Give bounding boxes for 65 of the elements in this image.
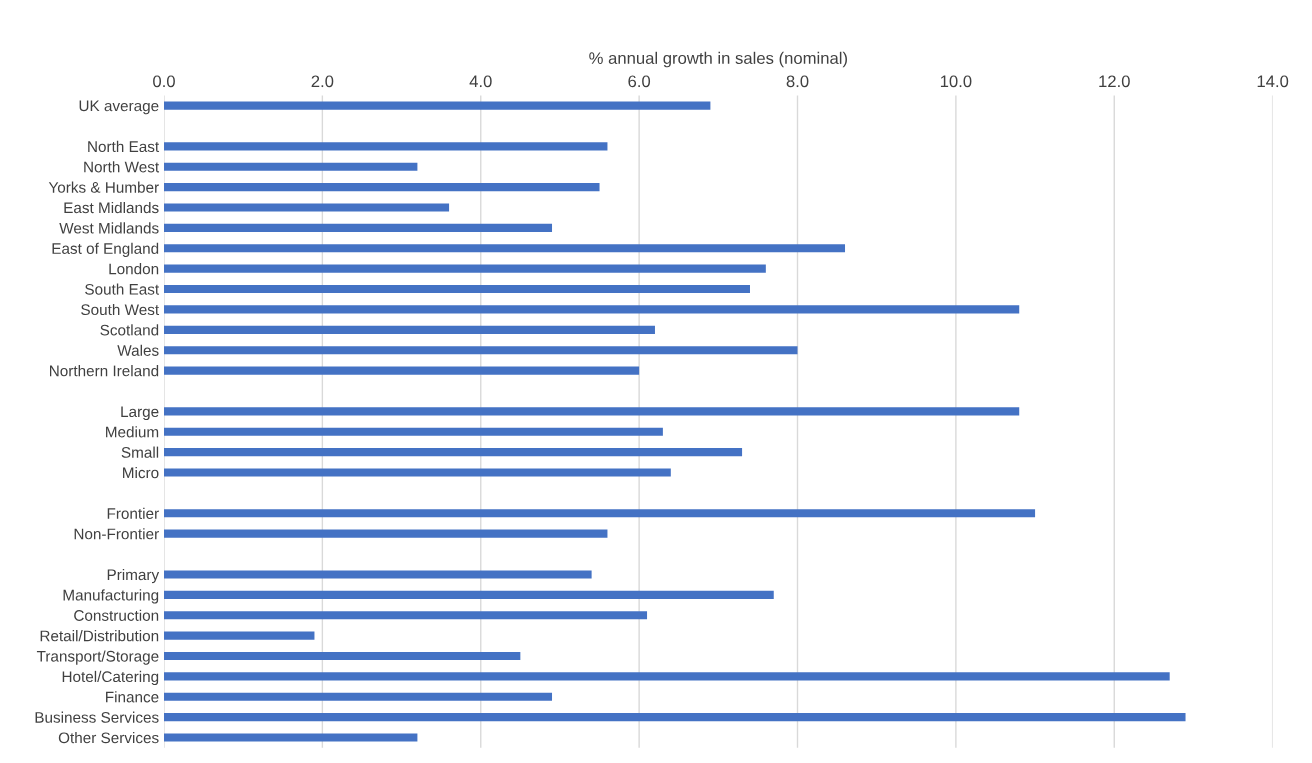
- bar: [164, 468, 671, 477]
- y-tick-label: Non-Frontier: [74, 528, 159, 540]
- y-tick-label: West Midlands: [59, 222, 159, 234]
- y-tick-label: Manufacturing: [63, 589, 159, 604]
- y-tick-label: UK average: [79, 100, 159, 115]
- bar: [164, 101, 711, 110]
- y-tick-label: London: [109, 263, 159, 275]
- bar: [164, 672, 1170, 681]
- y-tick-label: Frontier: [107, 507, 159, 519]
- y-tick-label: Transport/Storage: [36, 650, 159, 665]
- y-tick-label: Scotland: [100, 324, 159, 336]
- y-tick-label: Construction: [74, 609, 159, 621]
- bar: [164, 651, 521, 661]
- bar: [164, 223, 553, 232]
- y-tick-label: North East: [88, 140, 160, 153]
- y-tick-label: Micro: [123, 466, 159, 479]
- x-tick-label: 8.0: [786, 75, 809, 88]
- y-tick-label: South East: [85, 283, 160, 295]
- bar: [164, 529, 608, 538]
- x-tick-label: 2.0: [311, 75, 334, 88]
- bar: [164, 407, 1020, 416]
- y-tick-label: Primary: [107, 568, 160, 584]
- y-tick-label: Wales: [117, 344, 159, 356]
- bar: [164, 305, 1020, 314]
- y-tick-label: Small: [121, 446, 159, 458]
- y-tick-label: East of England: [52, 242, 159, 257]
- bar: [164, 448, 743, 457]
- bar: [164, 142, 608, 151]
- bar: [164, 611, 648, 620]
- y-tick-label: Finance: [106, 691, 159, 703]
- y-tick-label: Northern Ireland: [50, 365, 159, 377]
- x-tick-label: 6.0: [628, 75, 651, 88]
- x-tick-label: 4.0: [469, 75, 492, 88]
- y-tick-label: Large: [121, 406, 159, 421]
- bar: [164, 631, 315, 640]
- bar: [164, 346, 798, 355]
- bar: [164, 325, 655, 334]
- y-tick-label: Other Services: [58, 732, 159, 744]
- bar: [164, 590, 774, 599]
- x-tick-label: 14.0: [1257, 75, 1289, 88]
- x-tick-label: 10.0: [940, 75, 972, 88]
- bar: [164, 733, 418, 742]
- y-tick-label: South West: [81, 303, 160, 316]
- y-tick-label: Retail/Distribution: [40, 630, 159, 642]
- bar: [164, 713, 1186, 722]
- y-tick-label: Yorks & Humber: [48, 181, 159, 193]
- y-tick-label: Hotel/Catering: [62, 670, 159, 686]
- bar: [164, 244, 846, 253]
- y-tick-label: Business Services: [35, 711, 159, 723]
- bar: [164, 183, 600, 192]
- bar: [164, 509, 1036, 518]
- x-axis-title: % annual growth in sales (nominal): [589, 51, 847, 68]
- x-tick-label: 12.0: [1099, 75, 1130, 88]
- bar: [164, 366, 640, 375]
- bar: [164, 203, 450, 212]
- bar: [164, 570, 592, 579]
- y-tick-label: Medium: [106, 426, 159, 438]
- bar: [164, 264, 766, 273]
- bar: [164, 162, 418, 171]
- y-tick-label: East Midlands: [64, 201, 159, 214]
- bar: [164, 692, 553, 701]
- bar: [164, 427, 663, 436]
- x-tick-label: 0.0: [153, 75, 175, 88]
- bar: [164, 284, 750, 294]
- y-tick-label: North West: [84, 161, 160, 173]
